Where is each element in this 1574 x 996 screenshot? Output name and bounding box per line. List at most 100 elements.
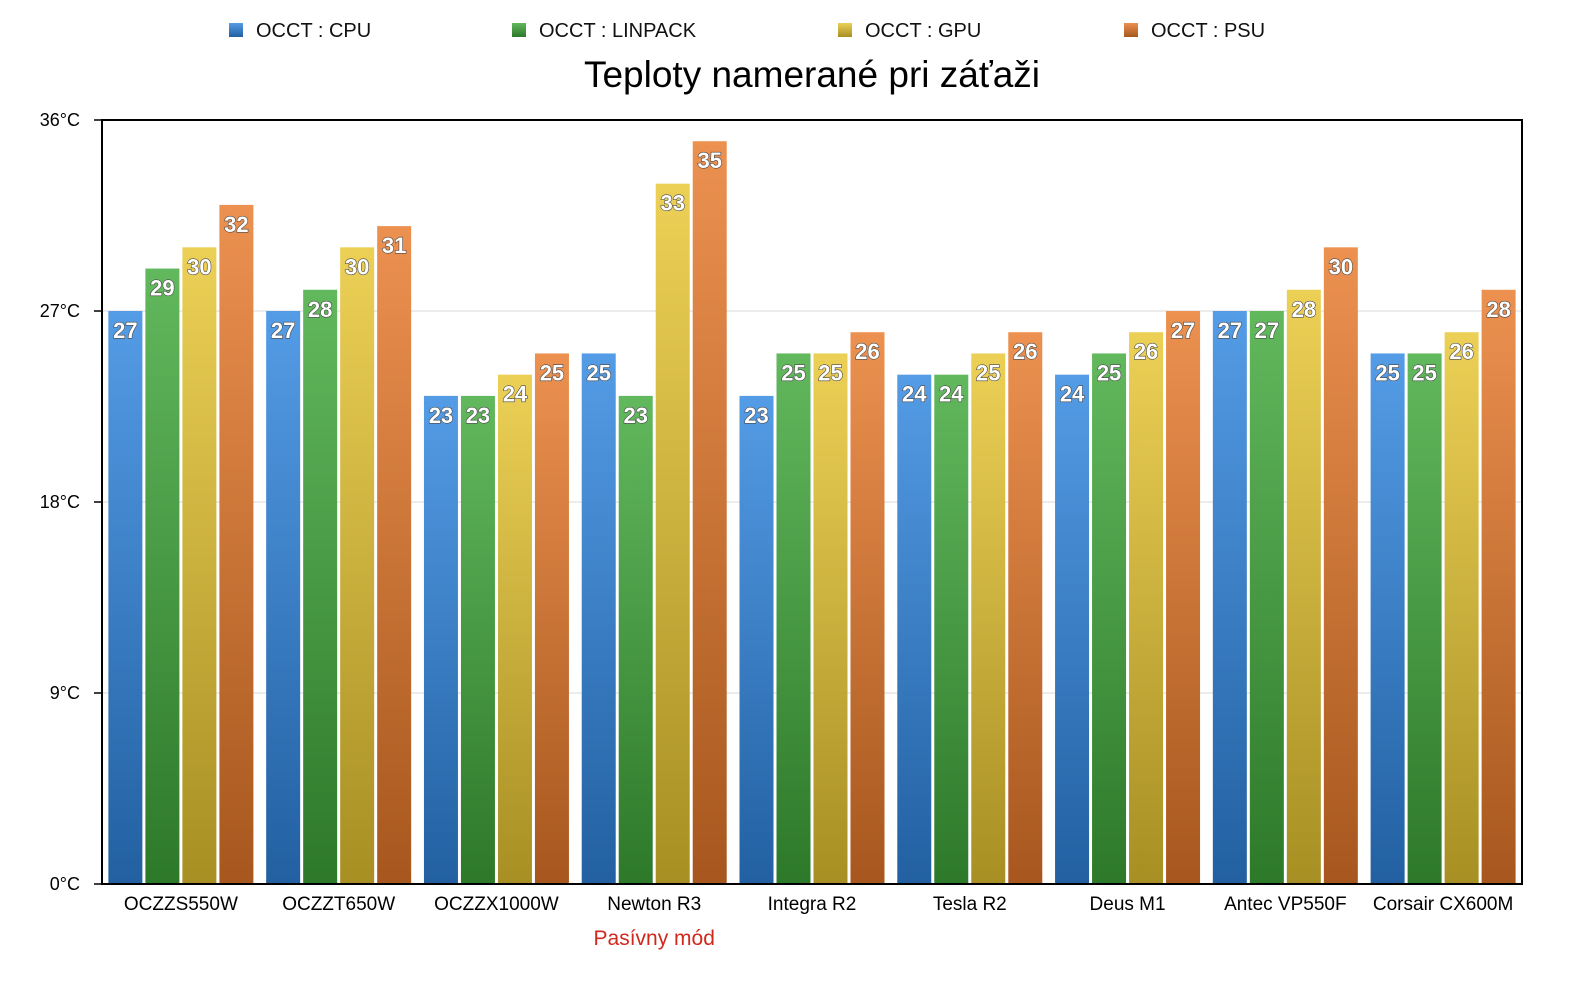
bar [581, 353, 616, 884]
y-tick-label: 9°C [50, 683, 80, 703]
data-label: 28 [308, 297, 332, 322]
bar [692, 141, 727, 884]
bar [1286, 289, 1321, 884]
bar [1212, 311, 1247, 884]
legend-swatch [229, 23, 243, 37]
data-label: 25 [818, 360, 842, 385]
data-label: 24 [1060, 382, 1085, 407]
x-category-label: Newton R3 [607, 894, 701, 915]
bar [1092, 353, 1127, 884]
data-label: 23 [429, 403, 453, 428]
legend-label: OCCT : PSU [1151, 20, 1265, 42]
bar [219, 204, 254, 884]
bar [971, 353, 1006, 884]
bar [1370, 353, 1405, 884]
bar [1008, 332, 1043, 884]
data-label: 27 [271, 318, 295, 343]
bar [1249, 311, 1284, 884]
data-label: 29 [150, 276, 174, 301]
data-label: 24 [503, 382, 528, 407]
x-category-label: Deus M1 [1090, 894, 1166, 915]
y-tick-label: 36°C [40, 110, 80, 130]
data-labels: 27 29 30 32 27 28 30 31 23 23 24 25 25 23 33 35 23 25 25 26… [113, 148, 1512, 429]
data-label: 25 [1097, 360, 1121, 385]
legend-item: OCCT : PSU [1124, 20, 1265, 42]
data-label: 23 [623, 403, 647, 428]
data-label: 25 [976, 360, 1000, 385]
bar [897, 374, 932, 884]
data-label: 27 [1218, 318, 1242, 343]
bar [739, 395, 774, 884]
bar [850, 332, 885, 884]
x-category-label: OCZZX1000W [434, 894, 559, 915]
gridlines [102, 310, 1522, 694]
bar [813, 353, 848, 884]
data-label: 23 [466, 403, 490, 428]
data-label: 31 [382, 233, 406, 258]
data-label: 35 [697, 148, 721, 173]
x-category-label: Tesla R2 [933, 894, 1007, 915]
y-tick-label: 18°C [40, 492, 80, 512]
data-label: 32 [224, 212, 248, 237]
legend-swatch [512, 23, 526, 37]
bars [108, 141, 1516, 885]
data-label: 24 [939, 382, 964, 407]
bar [303, 289, 338, 884]
y-axis-ticks: 0°C 9°C 18°C 27°C 36°C [40, 110, 102, 894]
bar [618, 395, 653, 884]
data-label: 27 [1255, 318, 1279, 343]
x-category-label: Integra R2 [768, 894, 857, 915]
bar [108, 311, 143, 884]
bar [266, 311, 301, 884]
legend-label: OCCT : GPU [865, 20, 981, 42]
x-category-label: Corsair CX600M [1373, 894, 1513, 915]
bar [377, 226, 412, 885]
legend: OCCT : CPU OCCT : LINPACK OCCT : GPU OCCT :… [229, 20, 1265, 42]
y-tick-label: 27°C [40, 301, 80, 321]
data-label: 25 [781, 360, 805, 385]
bar [1444, 332, 1479, 884]
data-label: 28 [1486, 297, 1510, 322]
legend-label: OCCT : LINPACK [539, 20, 697, 42]
data-label: 26 [855, 339, 879, 364]
legend-swatch [838, 23, 852, 37]
bar [1129, 332, 1164, 884]
bar [1407, 353, 1442, 884]
x-axis-categories: OCZZS550W OCZZT650W OCZZX1000W Newton R3 Int… [124, 894, 1513, 915]
data-label: 26 [1013, 339, 1037, 364]
bar [460, 395, 495, 884]
bar [423, 395, 458, 884]
legend-item: OCCT : LINPACK [512, 20, 697, 42]
legend-label: OCCT : CPU [256, 20, 371, 42]
y-tick-label: 0°C [50, 874, 80, 894]
bar [182, 247, 217, 885]
data-label: 25 [540, 360, 564, 385]
bar [1166, 311, 1201, 884]
bar [1323, 247, 1358, 885]
data-label: 28 [1292, 297, 1316, 322]
legend-item: OCCT : CPU [229, 20, 371, 42]
bar [655, 183, 690, 884]
bar [497, 374, 532, 884]
data-label: 27 [1171, 318, 1195, 343]
data-label: 30 [345, 254, 369, 279]
legend-swatch [1124, 23, 1138, 37]
data-label: 25 [586, 360, 610, 385]
data-label: 27 [113, 318, 137, 343]
data-label: 25 [1412, 360, 1436, 385]
legend-item: OCCT : GPU [838, 20, 981, 42]
bar [1055, 374, 1090, 884]
chart-title: Teploty namerané pri záťaži [584, 54, 1040, 95]
x-category-label: OCZZS550W [124, 894, 238, 915]
data-label: 26 [1134, 339, 1158, 364]
data-label: 24 [902, 382, 927, 407]
x-category-label: OCZZT650W [282, 894, 395, 915]
bar [776, 353, 811, 884]
data-label: 33 [660, 191, 684, 216]
plot-frame [101, 119, 1523, 885]
bar [1481, 289, 1516, 884]
data-label: 30 [1329, 254, 1353, 279]
bar [934, 374, 969, 884]
data-label: 23 [744, 403, 768, 428]
